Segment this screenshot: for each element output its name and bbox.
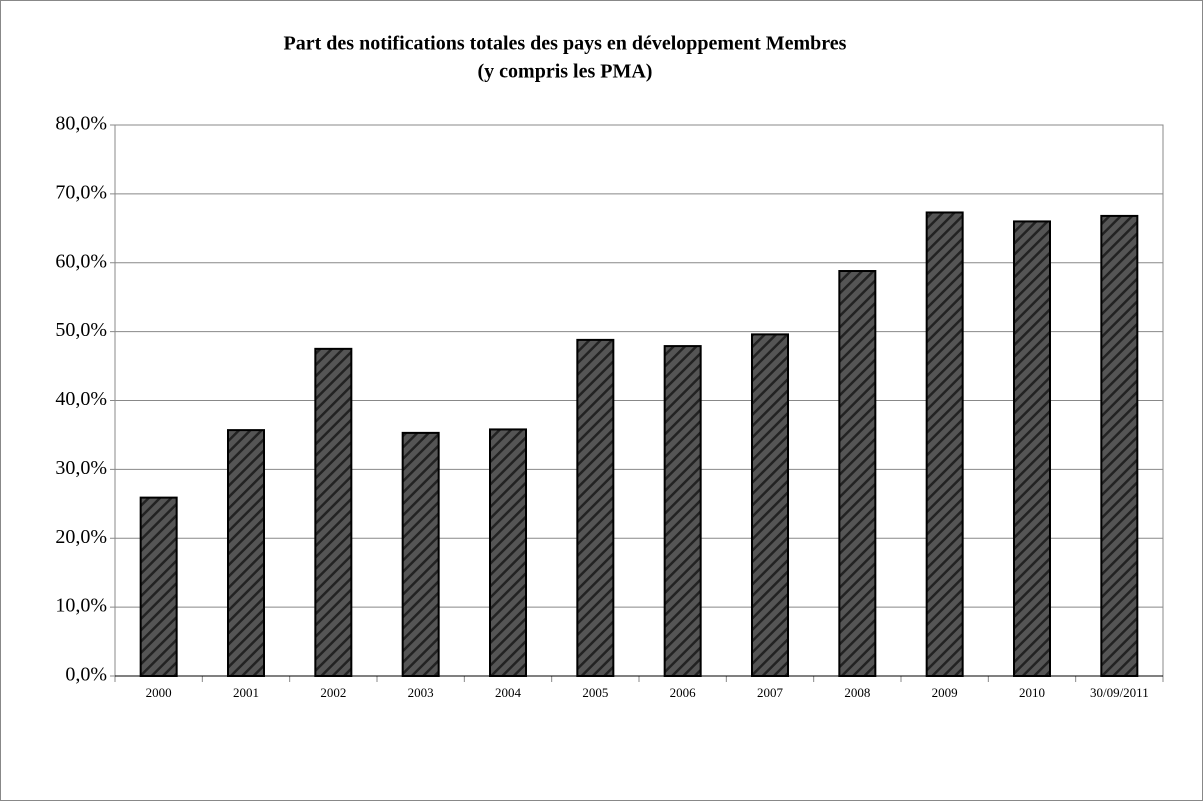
x-tick-label: 2004 (495, 685, 522, 700)
y-tick-label: 10,0% (55, 595, 107, 617)
bar (1013, 220, 1051, 678)
x-tick-label: 2001 (233, 685, 259, 700)
chart-title: Part des notifications totales des pays … (284, 33, 847, 55)
bar (314, 347, 353, 677)
bar (838, 270, 877, 677)
y-tick-label: 40,0% (55, 388, 107, 410)
bar (751, 333, 789, 677)
x-tick-label: 2008 (844, 685, 870, 700)
y-tick-label: 20,0% (55, 526, 107, 548)
x-tick-label: 2003 (408, 685, 434, 700)
y-tick-label: 50,0% (55, 319, 107, 341)
x-tick-label: 2009 (932, 685, 958, 700)
chart-title: (y compris les PMA) (478, 61, 653, 83)
x-tick-label: 2002 (320, 685, 346, 700)
bar (925, 211, 964, 677)
x-tick-label: 2005 (582, 685, 608, 700)
x-tick-label: 2007 (757, 685, 784, 700)
x-tick-label: 2000 (146, 685, 172, 700)
y-tick-label: 70,0% (55, 181, 107, 203)
y-tick-label: 0,0% (65, 664, 107, 686)
x-tick-label: 2006 (670, 685, 697, 700)
bar (489, 428, 527, 677)
y-tick-label: 60,0% (55, 250, 107, 272)
y-tick-label: 30,0% (55, 457, 107, 479)
bar (401, 431, 440, 677)
bar (1100, 214, 1139, 677)
bar (227, 429, 265, 677)
bar (576, 338, 615, 677)
x-tick-label: 2010 (1019, 685, 1045, 700)
x-tick-label: 30/09/2011 (1090, 685, 1149, 700)
bar (139, 496, 178, 677)
bar (663, 345, 702, 677)
y-tick-label: 80,0% (55, 113, 107, 135)
